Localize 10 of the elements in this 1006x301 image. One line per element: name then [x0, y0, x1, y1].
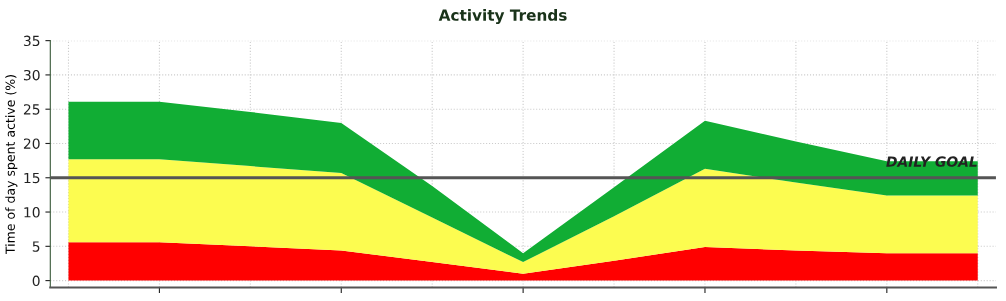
- y-tick-label: 30: [23, 69, 40, 81]
- y-axis-title: Time of day spent active (%): [5, 75, 18, 255]
- y-tick-label: 25: [23, 104, 40, 115]
- y-tick-label: 35: [23, 35, 40, 47]
- y-tick-label: 5: [32, 241, 40, 252]
- chart-title: Activity Trends: [438, 9, 567, 24]
- y-tick-label: 10: [24, 207, 40, 218]
- y-tick-label: 15: [24, 172, 40, 184]
- y-tick-label: 20: [23, 138, 40, 149]
- y-tick-label: 0: [32, 275, 40, 287]
